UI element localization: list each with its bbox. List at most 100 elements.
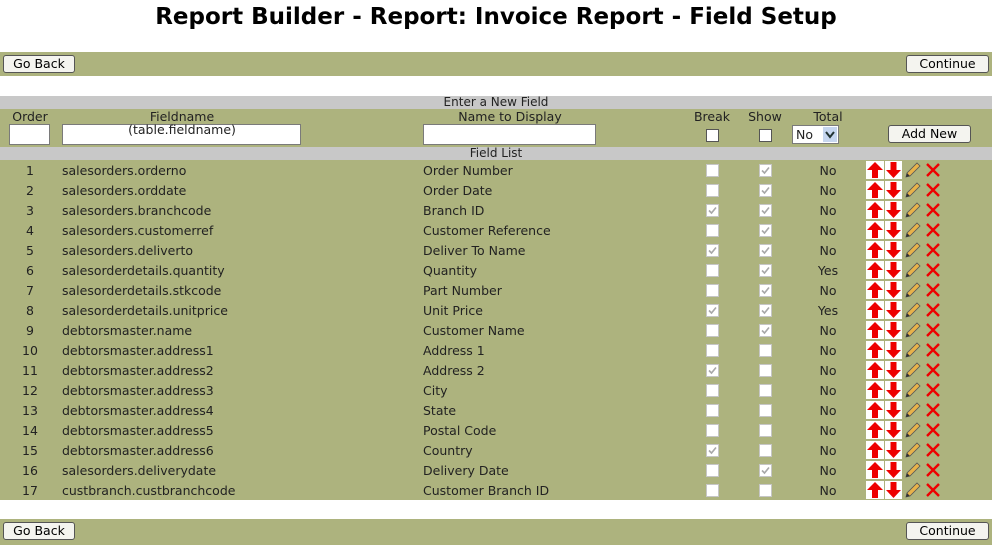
delete-icon[interactable] [926,203,940,217]
delete-icon[interactable] [926,383,940,397]
go-back-button[interactable]: Go Back [3,522,75,540]
delete-icon[interactable] [926,303,940,317]
delete-icon[interactable] [926,163,940,177]
total-select[interactable]: No [792,125,839,144]
move-up-icon[interactable] [866,461,884,479]
move-down-icon[interactable] [885,161,902,179]
go-back-button[interactable]: Go Back [3,55,75,73]
move-up-icon[interactable] [866,221,884,239]
order-cell: 9 [26,323,34,338]
total-cell: No [819,463,837,478]
edit-icon[interactable] [905,442,921,458]
edit-icon[interactable] [905,262,921,278]
edit-icon[interactable] [905,202,921,218]
delete-icon[interactable] [926,263,940,277]
move-down-icon[interactable] [885,221,902,239]
delete-icon[interactable] [926,463,940,477]
delete-icon[interactable] [926,483,940,497]
edit-icon[interactable] [905,182,921,198]
edit-icon[interactable] [905,242,921,258]
move-down-icon[interactable] [885,281,902,299]
move-down-icon[interactable] [885,301,902,319]
show-checkbox [759,244,772,257]
edit-icon[interactable] [905,342,921,358]
field-row: 14 debtorsmaster.address5 Postal Code No [0,421,992,441]
show-checkbox [759,284,772,297]
edit-icon[interactable] [905,482,921,498]
display-name-cell: Customer Branch ID [423,483,550,498]
move-up-icon[interactable] [866,421,884,439]
edit-icon[interactable] [905,422,921,438]
action-icons [866,301,942,322]
move-down-icon[interactable] [885,421,902,439]
move-down-icon[interactable] [885,181,902,199]
move-down-icon[interactable] [885,461,902,479]
fieldname-input[interactable] [62,124,301,145]
move-up-icon[interactable] [866,381,884,399]
move-down-icon[interactable] [885,201,902,219]
edit-icon[interactable] [905,222,921,238]
order-cell: 11 [22,363,38,378]
delete-icon[interactable] [926,283,940,297]
move-up-icon[interactable] [866,321,884,339]
move-up-icon[interactable] [866,181,884,199]
move-down-icon[interactable] [885,481,902,499]
edit-icon[interactable] [905,302,921,318]
move-down-icon[interactable] [885,341,902,359]
move-up-icon[interactable] [866,281,884,299]
move-down-icon[interactable] [885,401,902,419]
move-up-icon[interactable] [866,481,884,499]
edit-icon[interactable] [905,162,921,178]
move-up-icon[interactable] [866,441,884,459]
delete-icon[interactable] [926,343,940,357]
total-cell: No [819,223,837,238]
move-up-icon[interactable] [866,241,884,259]
move-down-icon[interactable] [885,381,902,399]
order-input[interactable] [9,124,50,145]
order-cell: 1 [26,163,34,178]
edit-icon[interactable] [905,462,921,478]
move-down-icon[interactable] [885,261,902,279]
action-icons [866,341,942,362]
move-down-icon[interactable] [885,361,902,379]
move-up-icon[interactable] [866,341,884,359]
display-name-input[interactable] [423,124,596,145]
move-down-icon[interactable] [885,441,902,459]
new-field-heading: Enter a New Field [0,96,992,109]
check-mark [708,246,717,255]
delete-icon[interactable] [926,183,940,197]
edit-icon[interactable] [905,382,921,398]
delete-icon[interactable] [926,223,940,237]
add-new-button[interactable]: Add New [888,125,971,143]
fieldname-cell: debtorsmaster.address3 [62,383,214,398]
continue-button[interactable]: Continue [906,55,989,73]
order-cell: 14 [22,423,38,438]
continue-button[interactable]: Continue [906,522,989,540]
delete-icon[interactable] [926,403,940,417]
move-up-icon[interactable] [866,301,884,319]
move-up-icon[interactable] [866,201,884,219]
action-icons [866,201,942,222]
delete-icon[interactable] [926,363,940,377]
move-down-icon[interactable] [885,321,902,339]
move-up-icon[interactable] [866,361,884,379]
show-checkbox [759,424,772,437]
check-mark [761,326,770,335]
edit-icon[interactable] [905,362,921,378]
delete-icon[interactable] [926,323,940,337]
edit-icon[interactable] [905,282,921,298]
check-mark [761,286,770,295]
move-up-icon[interactable] [866,401,884,419]
move-up-icon[interactable] [866,261,884,279]
show-checkbox[interactable] [759,129,772,142]
display-name-cell: Order Number [423,163,513,178]
move-up-icon[interactable] [866,161,884,179]
edit-icon[interactable] [905,402,921,418]
delete-icon[interactable] [926,423,940,437]
edit-icon[interactable] [905,322,921,338]
break-checkbox[interactable] [706,129,719,142]
display-name-cell: Part Number [423,283,502,298]
move-down-icon[interactable] [885,241,902,259]
delete-icon[interactable] [926,243,940,257]
delete-icon[interactable] [926,443,940,457]
